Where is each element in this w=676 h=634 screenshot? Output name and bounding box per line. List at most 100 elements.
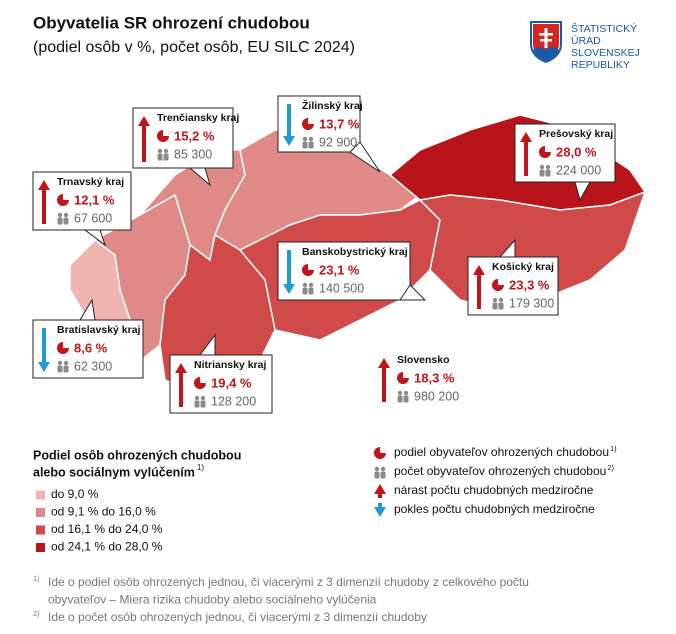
- person-head: [545, 164, 551, 170]
- key-note: 2): [607, 463, 614, 472]
- person-body: [308, 141, 314, 149]
- pie-icon: [492, 279, 504, 291]
- person-body: [194, 400, 200, 408]
- legend-label: od 24,1 % do 28,0 %: [51, 540, 163, 554]
- arrow-head: [374, 484, 386, 494]
- arrow-up: [378, 358, 390, 402]
- region-name: Trenčiansky kraj: [157, 112, 239, 124]
- region-name: Košický kraj: [492, 261, 554, 273]
- person-head: [163, 148, 169, 154]
- logo-line: ŠTATISTICKÝ: [571, 22, 637, 35]
- callout: Bratislavský kraj 8,6 % 62 300: [32, 298, 144, 379]
- people-icon: [539, 164, 551, 177]
- pie-icon: [157, 130, 169, 142]
- key-note: 1): [610, 444, 617, 453]
- arrow-up: [175, 363, 187, 407]
- people-icon: [57, 212, 69, 225]
- share: 18,3 %: [414, 370, 455, 385]
- pie-icon: [302, 118, 314, 130]
- callout-box: [32, 171, 132, 231]
- subtitle: (podiel osôb v %, počet osôb, EU SILC 20…: [33, 39, 355, 56]
- pie-icon: [57, 194, 69, 206]
- arrow-up: [473, 265, 485, 309]
- person-body: [302, 287, 308, 295]
- person-head: [492, 297, 498, 303]
- callout-tail: [79, 298, 96, 321]
- key-label: pokles počtu chudobných medziročne: [394, 502, 595, 516]
- person-head: [403, 390, 409, 396]
- count: 67 600: [74, 211, 112, 225]
- logo-shield: [530, 21, 562, 64]
- logo-line: ÚRAD: [571, 34, 601, 47]
- callout: Košický kraj 23,3 % 179 300: [467, 238, 559, 316]
- arrow-shaft: [42, 328, 46, 364]
- callout-box: [169, 354, 273, 414]
- footnotes: 1) Ide o podiel osôb ohrozených jednou, č…: [33, 574, 529, 624]
- region-name: Bratislavský kraj: [57, 324, 141, 336]
- legend-swatch: [36, 508, 45, 517]
- pie-slice: [380, 447, 386, 453]
- callout-box: [132, 107, 234, 169]
- person-head: [308, 136, 314, 142]
- people-icon: [157, 148, 169, 161]
- arrow-shaft: [382, 366, 386, 402]
- arrow-head: [520, 132, 532, 142]
- count: 980 200: [414, 389, 459, 403]
- person-body: [200, 400, 206, 408]
- person-body: [308, 287, 314, 295]
- legend: Podiel osôb ohrozených chudobou alebo soc…: [33, 448, 241, 553]
- share: 19,4 %: [211, 375, 252, 390]
- share: 28,0 %: [556, 144, 597, 159]
- legend-swatch: [36, 543, 45, 552]
- count: 85 300: [174, 147, 212, 161]
- people-icon: [397, 390, 409, 403]
- count: 128 200: [211, 394, 256, 408]
- share: 23,1 %: [319, 262, 360, 277]
- person-head: [539, 164, 545, 170]
- pie-slice: [200, 377, 206, 383]
- pie-slice: [498, 279, 504, 285]
- person-head: [57, 212, 63, 218]
- count: 179 300: [509, 296, 554, 310]
- arrow-head: [138, 116, 150, 126]
- arrow-shaft: [287, 104, 291, 138]
- callout-box: [467, 256, 559, 316]
- person-body: [302, 141, 308, 149]
- person-body: [539, 169, 545, 177]
- callout-tail: [188, 167, 211, 187]
- arrow-down: [283, 250, 295, 294]
- person-head: [498, 297, 504, 303]
- key-label: nárast počtu chudobných medziročne: [394, 483, 594, 497]
- person-body: [403, 395, 409, 403]
- callout: Trenčiansky kraj 15,2 % 85 300: [132, 107, 239, 187]
- footnote-line: obyvateľov – Miera rizika chudoby alebo …: [48, 593, 377, 607]
- person-head: [200, 395, 206, 401]
- person-body: [157, 153, 163, 161]
- share: 23,3 %: [509, 277, 550, 292]
- arrow-shaft: [42, 188, 46, 224]
- pie-icon: [57, 342, 69, 354]
- person-body: [57, 365, 63, 373]
- pie-icon: [539, 146, 551, 158]
- person-body: [380, 471, 386, 479]
- count: 62 300: [74, 359, 112, 373]
- region-name: Žilinský kraj: [302, 99, 363, 112]
- title: Obyvatelia SR ohrození chudobou: [33, 13, 310, 32]
- person-head: [302, 282, 308, 288]
- arrow-up: [374, 484, 386, 498]
- pie-icon: [397, 372, 409, 384]
- pie-slice: [545, 146, 551, 152]
- callout-tail: [574, 181, 591, 202]
- logo-line: SLOVENSKEJ: [571, 47, 640, 59]
- callout-box: [514, 123, 616, 183]
- region-name: Prešovský kraj: [539, 128, 613, 140]
- count: 92 900: [319, 135, 357, 149]
- person-body: [374, 471, 380, 479]
- legend-label: od 9,1 % do 16,0 %: [51, 505, 156, 519]
- share: 12,1 %: [74, 192, 115, 207]
- person-head: [308, 282, 314, 288]
- pie-slice: [63, 342, 69, 348]
- callout-tail: [399, 284, 427, 301]
- share: 15,2 %: [174, 128, 215, 143]
